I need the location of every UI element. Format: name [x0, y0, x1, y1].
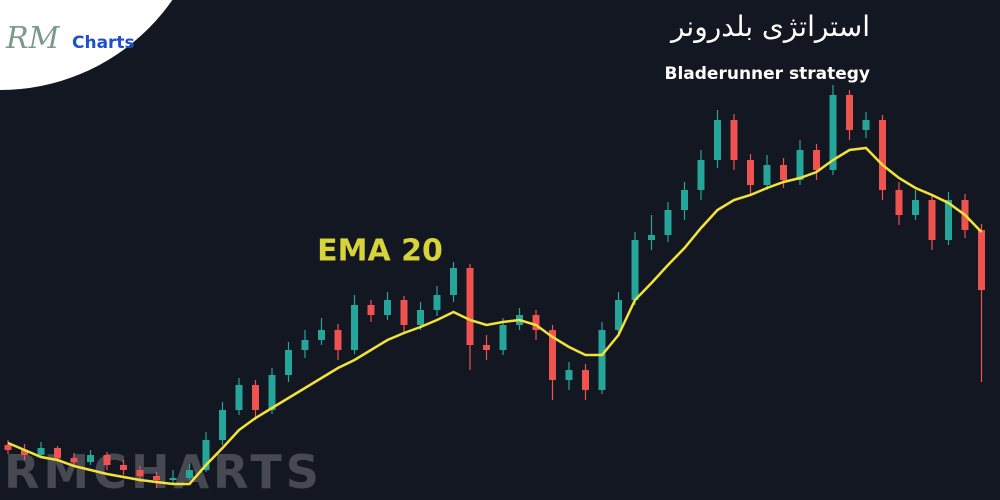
candle-body: [582, 370, 589, 390]
plot: [4, 85, 985, 488]
candle-body: [37, 448, 45, 455]
candle-body: [763, 165, 771, 185]
candle-body: [780, 165, 787, 180]
candle-body: [268, 375, 276, 410]
candle-body: [120, 465, 127, 470]
candle-body: [615, 300, 622, 330]
candle-body: [549, 330, 556, 380]
candle-body: [928, 200, 936, 240]
ema-annotation: EMA 20: [317, 234, 443, 269]
chart-subtitle: Bladerunner strategy: [665, 64, 871, 84]
candle-body: [202, 440, 210, 470]
candle-body: [384, 300, 391, 315]
candle-body: [681, 190, 688, 210]
candle-body: [466, 268, 474, 345]
candle-body: [351, 305, 358, 350]
candle-body: [796, 150, 804, 180]
candle-body: [499, 325, 507, 350]
candle-body: [4, 445, 12, 450]
candle-body: [483, 345, 490, 350]
candle-body: [912, 200, 919, 215]
candle-body: [532, 315, 540, 330]
candle-body: [846, 95, 853, 130]
candle-body: [54, 448, 61, 458]
candle-body: [252, 385, 259, 410]
candle-body: [367, 305, 375, 315]
ema-line: [7, 146, 983, 486]
candle-body: [697, 160, 705, 190]
candle-body: [433, 295, 441, 310]
candle-body: [169, 478, 177, 480]
chart-title: استراتژی بلدرونر: [669, 10, 870, 43]
candle-body: [87, 455, 94, 462]
watermark: RMCHARTS: [4, 445, 323, 499]
candle-body: [565, 370, 573, 380]
candle-body: [895, 190, 903, 215]
candle-body: [235, 385, 243, 410]
candle-body: [334, 330, 342, 350]
candle-body: [301, 340, 309, 350]
candle-body: [730, 120, 738, 160]
logo-text: Charts: [72, 33, 135, 53]
candle-body: [813, 150, 820, 170]
candle-body: [598, 330, 606, 390]
candle-body: [136, 470, 144, 476]
logo-mark: RM: [5, 21, 61, 56]
candle-body: [318, 330, 325, 340]
candle-body: [103, 455, 111, 465]
candle-body: [70, 458, 78, 462]
candle-body: [829, 95, 837, 170]
candle-body: [631, 240, 639, 300]
candle-body: [219, 410, 226, 440]
candle-body: [747, 160, 754, 185]
candle-body: [153, 476, 160, 480]
candle-body: [285, 350, 292, 375]
candle-body: [664, 210, 672, 235]
candle-body: [862, 120, 870, 130]
candle-body: [450, 268, 457, 295]
candle-body: [978, 230, 985, 290]
candle-body: [400, 300, 408, 325]
logo-background: [0, 0, 173, 90]
candle-body: [648, 235, 655, 240]
candle-body: [186, 470, 193, 478]
candle-body: [417, 310, 424, 325]
candle-body: [714, 120, 721, 160]
candle-body: [945, 200, 952, 240]
candle-body: [21, 450, 28, 455]
candle-body: [879, 120, 886, 190]
